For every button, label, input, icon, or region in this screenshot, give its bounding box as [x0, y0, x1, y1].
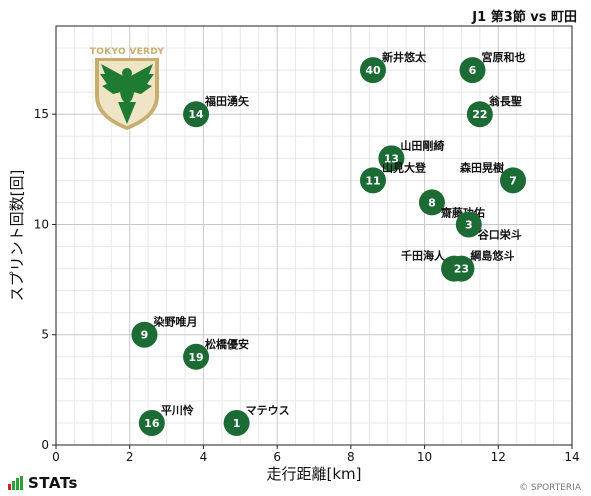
player-number: 16: [144, 417, 160, 430]
player-number: 8: [428, 196, 436, 209]
tokyo-verdy-crest-icon: TOKYO VERDY: [90, 47, 165, 130]
player-number: 11: [365, 174, 380, 187]
x-tick-label: 8: [347, 450, 355, 464]
y-tick-label: 0: [41, 438, 49, 452]
player-number: 3: [465, 218, 473, 231]
player-marker: [183, 343, 210, 370]
x-tick-label: 6: [273, 450, 281, 464]
player-number: 19: [188, 351, 203, 364]
crest-wordmark: TOKYO VERDY: [90, 47, 165, 57]
x-tick-label: 4: [200, 450, 208, 464]
player-marker: [418, 189, 445, 216]
player-name-label: 山見大登: [382, 160, 427, 174]
copyright-text: © SPORTERIA: [519, 483, 581, 493]
x-tick-label: 12: [491, 450, 506, 464]
data-points: 40新井悠太6宮原和也14福田湧矢22翁長聖13山田剛綺11山見大登7森田晃樹8…: [131, 50, 527, 436]
player-marker: [223, 409, 250, 436]
player-number: 40: [365, 64, 381, 77]
player-marker: [131, 321, 158, 348]
y-tick-label: 10: [34, 217, 49, 231]
player-name-label: 綱島悠斗: [470, 249, 514, 263]
player-marker: [455, 211, 482, 238]
plot-frame: [55, 25, 573, 446]
player-name-label: 翁長聖: [489, 94, 522, 108]
stats-bars-icon: [8, 476, 24, 490]
eagle-head: [122, 68, 132, 78]
eagle-left-wing: [100, 64, 127, 94]
x-tick-label: 14: [564, 450, 579, 464]
player-marker: [138, 409, 165, 436]
player-number: 14: [188, 108, 204, 121]
eagle-right-wing: [127, 64, 154, 94]
player-marker: [183, 101, 210, 128]
player-marker: [448, 255, 475, 282]
player-name-label: 平川怜: [161, 403, 194, 417]
player-number: 13: [384, 152, 399, 165]
player-name-label: 新井悠太: [382, 50, 427, 64]
player-marker: [466, 101, 493, 128]
player-number: 1: [233, 417, 241, 430]
x-axis-label: 走行距離[km]: [266, 465, 361, 483]
player-name-label: 宮原和也: [481, 50, 525, 64]
player-number: 9: [141, 329, 149, 342]
player-name-label: 谷口栄斗: [478, 227, 522, 241]
eagle-tail: [118, 102, 136, 124]
player-number: 7: [509, 174, 517, 187]
player-marker: [359, 167, 386, 194]
y-tick-label: 15: [34, 107, 49, 121]
player-number: 23: [454, 263, 469, 276]
axis-ticks: 0 2 4 6 8 10 12 14 0 5 10 15: [34, 107, 580, 464]
player-name-label: 森田晃樹: [460, 160, 504, 174]
x-tick-label: 10: [417, 450, 432, 464]
player-name-label: 山田剛綺: [400, 138, 444, 152]
player-name-label: 福田湧矢: [204, 94, 250, 108]
player-name-label: 千田海人: [401, 249, 446, 263]
y-axis-label: スプリント回数[回]: [8, 170, 26, 302]
player-name-label: 松橋優安: [205, 337, 249, 351]
player-number: 6: [469, 64, 477, 77]
stats-brand-logo: STATs: [8, 474, 78, 492]
player-marker: [500, 167, 527, 194]
y-tick-label: 5: [41, 328, 49, 342]
player-name-label: マテウス: [246, 404, 290, 417]
player-marker: [378, 145, 405, 172]
player-marker: [459, 57, 486, 84]
x-tick-label: 0: [52, 450, 60, 464]
player-number: 22: [472, 108, 487, 121]
player-name-label: 染野唯月: [153, 315, 197, 329]
x-tick-label: 2: [126, 450, 134, 464]
player-marker: [359, 57, 386, 84]
chart-title: J1 第3節 vs 町田: [472, 10, 577, 25]
stats-brand-text: STATs: [28, 474, 78, 492]
eagle-body: [120, 77, 134, 103]
